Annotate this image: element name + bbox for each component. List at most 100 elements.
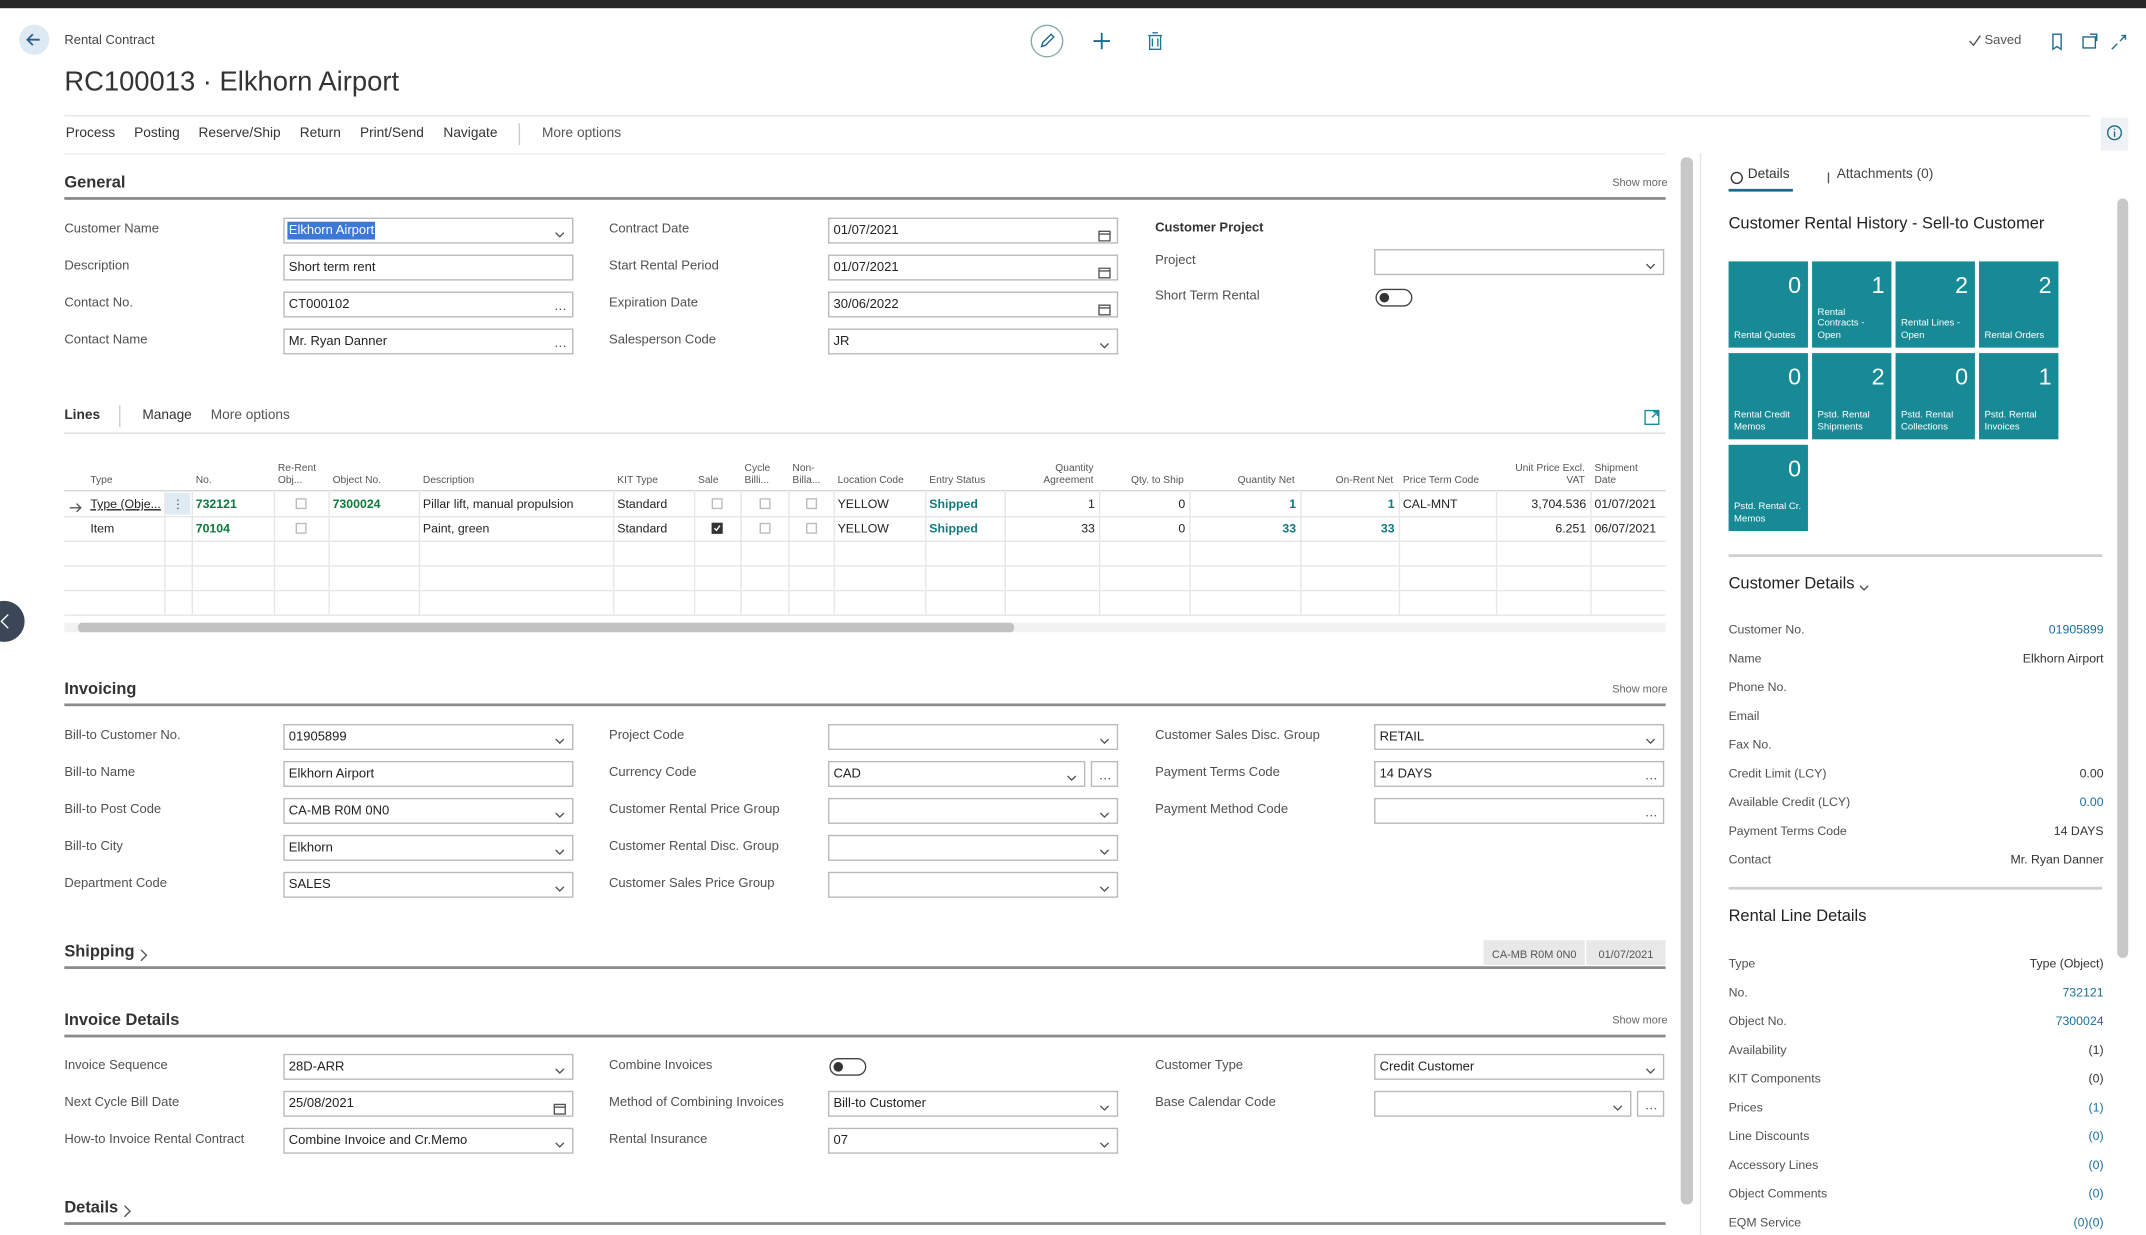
expand-icon [1644,408,1660,433]
cue-tile[interactable]: 0 Rental Credit Memos [1728,353,1808,440]
input-dropdown-lookup[interactable]: CAD [828,760,1086,787]
new-button[interactable] [1091,30,1113,52]
cell[interactable]: Type (Obje... [90,496,161,511]
input-lookup[interactable] [1374,797,1665,824]
show-more[interactable]: Show more [1612,1014,1668,1027]
factbox-value[interactable]: (0) [2088,1186,2104,1201]
toggle[interactable] [829,1057,867,1076]
input-dropdown[interactable]: Elkhorn Airport [283,216,574,243]
more-options[interactable]: More options [541,125,622,141]
column-header: No. [195,473,212,486]
row-menu[interactable] [165,492,191,515]
input-icon [1098,224,1112,241]
checkbox[interactable] [758,522,770,534]
cue-tile[interactable]: 0 Pstd. Rental Cr. Memos [1728,444,1808,532]
column-border [925,489,927,615]
lookup-button[interactable] [1090,760,1119,787]
cue-tile[interactable]: 2 Rental Lines - Open [1895,261,1975,348]
factbox-value[interactable]: (0) [2088,1129,2104,1143]
cue-tile[interactable]: 2 Rental Orders [1979,261,2059,348]
field-label: Customer Rental Disc. Group [609,838,779,855]
section-title: Invoice Details [64,1010,180,1030]
input-date[interactable]: 01/07/2021 [828,253,1119,280]
input-dropdown[interactable]: 01905899 [283,723,574,750]
factbox-value[interactable]: (0)(0) [2073,1215,2104,1230]
cue-tile[interactable]: 1 Rental Contracts - Open [1812,261,1892,348]
checkbox[interactable] [805,498,817,510]
action-menu-item[interactable]: Posting [134,125,180,141]
input-lookup[interactable]: Mr. Ryan Danner [283,327,574,354]
input-dropdown[interactable]: CA-MB R0M 0N0 [283,797,574,824]
delete-button[interactable] [1146,30,1165,52]
cue-tile[interactable]: 0 Rental Quotes [1728,261,1808,348]
input-dropdown[interactable]: Bill-to Customer [828,1090,1119,1117]
main-scrollbar[interactable] [1680,157,1693,1205]
input-dropdown[interactable]: Credit Customer [1374,1053,1665,1080]
input-lookup[interactable]: 14 DAYS [1374,760,1665,787]
input-dropdown[interactable] [1374,248,1665,275]
input-dropdown[interactable]: Elkhorn [283,834,574,861]
input-dropdown[interactable]: RETAIL [1374,723,1665,750]
factbox-value[interactable]: (0) [2088,1157,2104,1172]
cell[interactable]: 732121 [195,496,237,511]
action-menu-item[interactable]: Navigate [443,125,498,141]
action-menu-item[interactable]: Print/Send [359,125,424,141]
factbox-value[interactable]: 7300024 [2055,1014,2104,1028]
input-dropdown[interactable] [828,871,1119,898]
input-text[interactable]: Short term rent [283,253,574,280]
lookup-button[interactable] [1636,1090,1665,1117]
factbox-toggle[interactable] [2100,117,2129,151]
factbox-value[interactable]: 732121 [2062,985,2104,1000]
input-dropdown[interactable] [828,797,1119,824]
input-dropdown[interactable]: SALES [283,871,574,898]
input-lookup[interactable]: CT000102 [283,290,574,317]
checkbox[interactable] [805,522,817,534]
input-dropdown[interactable] [828,834,1119,861]
tab[interactable]: Details [1747,166,1790,183]
input-date[interactable]: 25/08/2021 [283,1090,574,1117]
toggle[interactable] [1375,288,1413,307]
edit-button[interactable] [1030,24,1064,58]
h-scroll-thumb[interactable] [78,622,1015,633]
lines-action[interactable]: Manage [142,407,192,423]
input-dropdown[interactable]: Combine Invoice and Cr.Memo [283,1127,574,1154]
tab[interactable]: Attachments (0) [1836,166,1934,183]
action-menu-item[interactable]: Reserve/Ship [198,125,281,141]
factbox-value[interactable]: 0.00 [2079,795,2104,809]
input-dropdown[interactable]: 07 [828,1127,1119,1154]
input-dropdown[interactable]: 28D-ARR [283,1053,574,1080]
cell[interactable]: Item [90,521,115,536]
action-menu-item[interactable]: Return [299,125,341,141]
factbox-scrollbar[interactable] [2117,198,2129,959]
cue-tile[interactable]: 0 Pstd. Rental Collections [1895,353,1975,440]
show-more[interactable]: Show more [1612,682,1668,696]
chevron-svg [140,949,148,962]
input-dropdown[interactable] [828,723,1119,750]
summary-badge: 01/07/2021 [1584,940,1666,965]
lines-action[interactable]: More options [210,407,290,423]
input-dropdown-lookup[interactable] [1374,1090,1632,1117]
checkbox[interactable] [758,498,770,510]
checkbox[interactable] [711,522,723,534]
checkbox[interactable] [295,522,307,534]
cell[interactable]: 7300024 [332,496,381,511]
input-text[interactable]: Elkhorn Airport [283,760,574,787]
cue-tile[interactable]: 1 Pstd. Rental Invoices [1979,353,2059,440]
input-date[interactable]: 01/07/2021 [828,216,1119,243]
cue-tile[interactable]: 2 Pstd. Rental Shipments [1812,353,1892,440]
cue-value: 0 [1788,364,1802,391]
cell: Standard [617,521,668,536]
action-menu-item[interactable]: Process [65,125,116,141]
show-more[interactable]: Show more [1612,176,1668,189]
input-dropdown[interactable]: JR [828,327,1119,354]
header-icons[interactable] [2050,33,2132,52]
factbox-value[interactable]: 01905899 [2048,622,2104,637]
checkbox[interactable] [295,498,307,510]
back-button[interactable] [19,24,50,55]
cell[interactable]: 70104 [195,521,230,536]
input-date[interactable]: 30/06/2022 [828,290,1119,317]
checkbox[interactable] [711,498,723,510]
input-icon-svg [555,885,565,892]
collapse-button[interactable] [0,600,25,642]
factbox-value[interactable]: (1) [2088,1100,2104,1115]
